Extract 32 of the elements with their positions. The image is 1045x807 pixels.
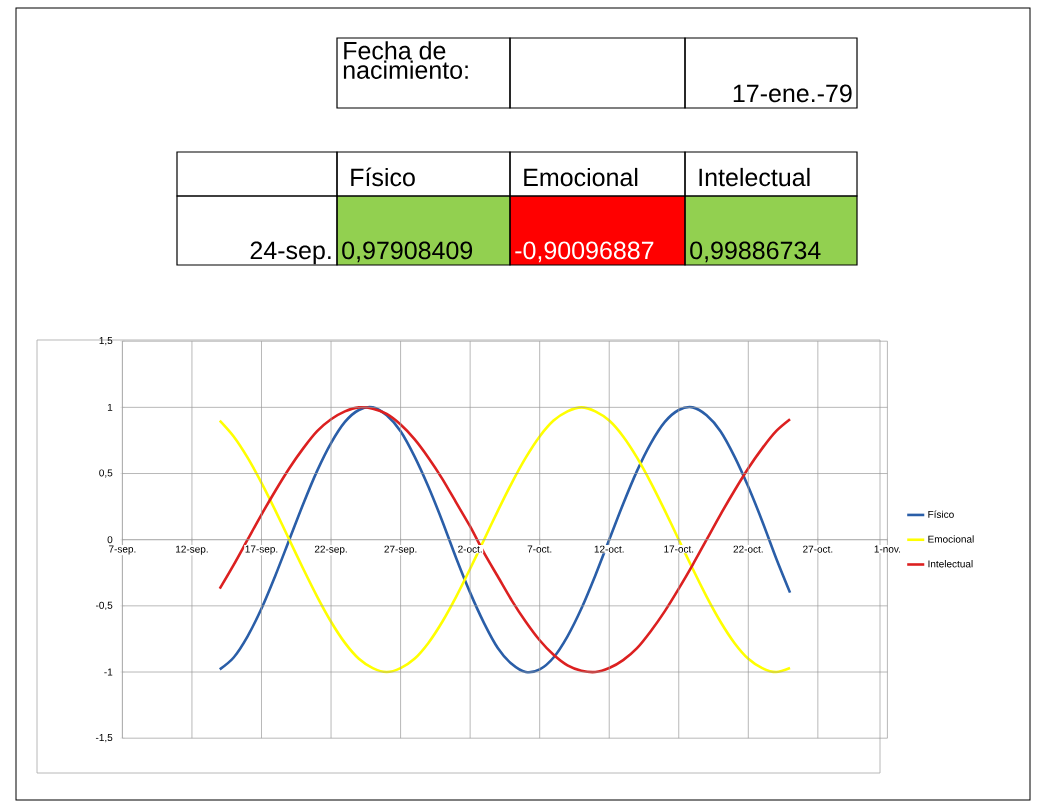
x-tick-label: 22-oct. — [733, 545, 763, 553]
x-tick-label: 12-sep. — [176, 545, 208, 555]
text: 0,99886734 — [690, 241, 821, 263]
text: -0,90096887 — [515, 241, 654, 263]
text: 24-sep. — [250, 241, 331, 265]
x-tick-label: 7-oct. — [527, 545, 552, 553]
legend-label: Emocional — [928, 535, 974, 543]
x-tick-label: 7-sep. — [109, 545, 136, 555]
y-tick-label: -1 — [104, 668, 113, 676]
y-tick-label: 0,5 — [99, 469, 113, 478]
x-tick-label: 22-sep. — [314, 545, 347, 555]
y-tick-label: -1,5 — [95, 734, 113, 743]
x-tick-label: 17-oct. — [664, 545, 694, 553]
text: Intelectual — [699, 167, 810, 187]
x-tick-label: 27-oct. — [803, 545, 833, 553]
text: 17-ene.-79 — [733, 84, 852, 103]
text: Físico — [351, 167, 415, 187]
text: Emocional — [524, 167, 638, 187]
y-tick-label: 1 — [107, 403, 113, 411]
x-tick-label: 2-oct. — [458, 545, 482, 553]
y-tick-label: 0 — [107, 536, 113, 544]
x-tick-label: 1-nov. — [874, 545, 901, 553]
legend-label: Físico — [928, 510, 954, 518]
x-tick-label: 12-oct. — [594, 545, 624, 553]
y-tick-label: 1,5 — [99, 337, 113, 346]
legend-label: Intelectual — [928, 560, 973, 568]
text: Fecha de nacimiento: — [343, 41, 468, 79]
x-tick-label: 17-sep. — [245, 545, 278, 555]
y-tick-label: -0,5 — [95, 601, 113, 610]
x-tick-label: 27-sep. — [384, 545, 417, 555]
line-series — [218, 406, 792, 674]
text: 0,97908409 — [342, 241, 473, 263]
